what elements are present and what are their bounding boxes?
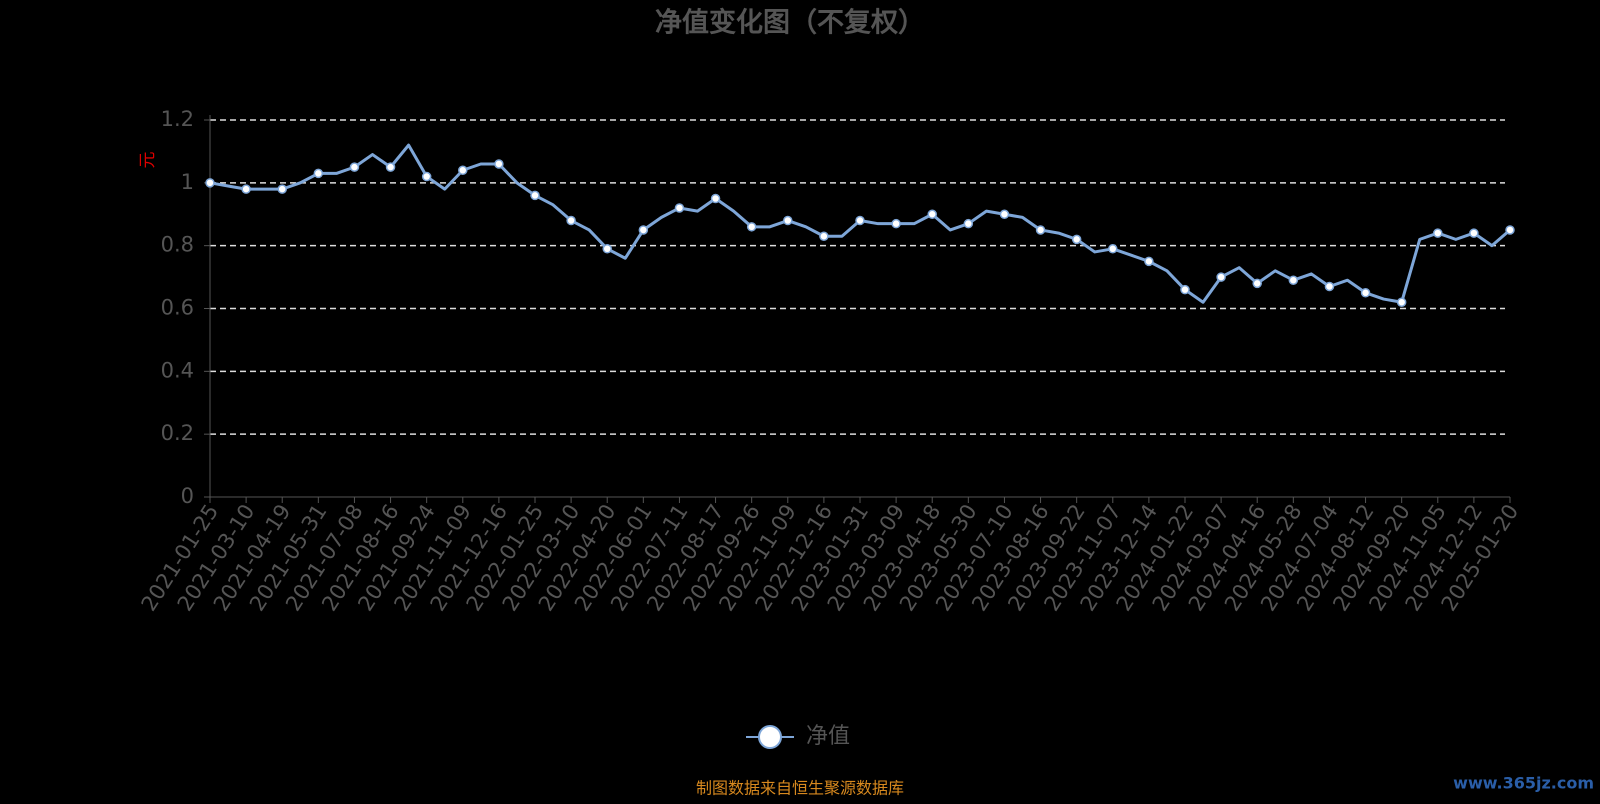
point bbox=[963, 218, 974, 229]
legend-label[interactable]: 净值 bbox=[806, 724, 850, 749]
point bbox=[1035, 225, 1046, 235]
point bbox=[783, 215, 793, 226]
point bbox=[1216, 272, 1226, 282]
point bbox=[349, 162, 360, 172]
y-tick-label: 1.2 bbox=[161, 107, 194, 131]
point bbox=[458, 165, 468, 176]
point bbox=[855, 215, 865, 226]
y-tick-label: 0.6 bbox=[161, 296, 194, 320]
point bbox=[638, 225, 649, 235]
point bbox=[1180, 284, 1190, 295]
y-unit: 元 bbox=[138, 152, 158, 169]
point bbox=[710, 193, 721, 204]
legend-marker[interactable] bbox=[758, 725, 782, 749]
y-tick-label: 0.2 bbox=[161, 421, 194, 445]
point bbox=[277, 184, 287, 194]
y-tick-label: 0.4 bbox=[161, 358, 194, 382]
point bbox=[891, 218, 901, 229]
point bbox=[1505, 225, 1515, 235]
point bbox=[1396, 297, 1407, 307]
point bbox=[927, 209, 937, 219]
y-tick-label: 1 bbox=[181, 170, 194, 194]
point bbox=[1252, 278, 1262, 289]
point bbox=[1360, 288, 1371, 298]
y-tick-label: 0 bbox=[181, 484, 194, 508]
footer: 制图数据来自恒生聚源数据库 bbox=[696, 779, 904, 798]
point bbox=[1324, 281, 1335, 292]
chart-title: 净值变化图（不复权） bbox=[655, 7, 925, 39]
point bbox=[602, 244, 612, 254]
point bbox=[1433, 228, 1443, 238]
point bbox=[566, 215, 576, 226]
point bbox=[1469, 228, 1479, 238]
point bbox=[999, 209, 1010, 219]
point bbox=[421, 171, 432, 182]
point bbox=[674, 203, 685, 213]
point bbox=[746, 222, 757, 232]
watermark: www.365jz.com bbox=[1453, 774, 1594, 793]
point bbox=[1108, 244, 1118, 254]
point bbox=[1071, 234, 1082, 245]
point bbox=[241, 184, 251, 194]
y-tick-label: 0.8 bbox=[161, 233, 194, 257]
point bbox=[205, 178, 215, 188]
point bbox=[313, 168, 324, 179]
point bbox=[530, 190, 540, 201]
point bbox=[385, 162, 396, 172]
point bbox=[819, 231, 829, 241]
point bbox=[1288, 275, 1299, 285]
point bbox=[494, 159, 504, 169]
point bbox=[1144, 256, 1154, 267]
